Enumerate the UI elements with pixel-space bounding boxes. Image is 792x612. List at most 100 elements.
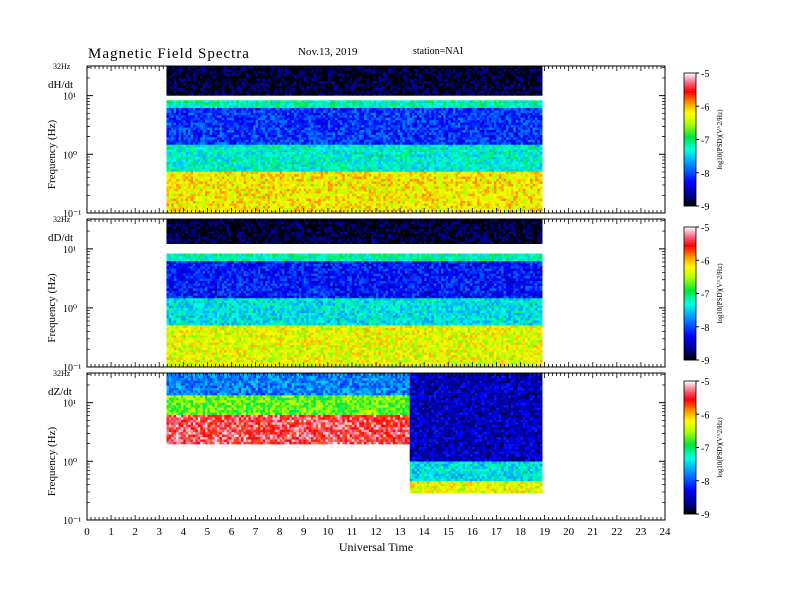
heatmap-cell — [192, 117, 196, 121]
heatmap-cell — [229, 168, 232, 172]
heatmap-cell — [224, 183, 227, 187]
heatmap-cell — [192, 200, 196, 204]
heatmap-cell — [267, 166, 271, 170]
heatmap-cell — [229, 105, 232, 108]
heatmap-cell — [262, 107, 266, 111]
heatmap-cell — [248, 164, 252, 167]
heatmap-cell — [197, 200, 201, 204]
heatmap-cell — [313, 122, 317, 126]
heatmap-cell — [289, 100, 293, 104]
heatmap-cell — [214, 195, 218, 199]
heatmap-cell — [209, 102, 213, 106]
heatmap-cell — [368, 183, 372, 187]
heatmap-cell — [291, 178, 295, 182]
heatmap-cell — [243, 139, 247, 143]
heatmap-cell — [233, 176, 237, 179]
heatmap-cell — [207, 137, 211, 140]
heatmap-cell — [188, 151, 191, 155]
heatmap-cell — [279, 124, 283, 128]
heatmap-cell — [212, 119, 215, 123]
heatmap-cell — [185, 161, 189, 165]
heatmap-cell — [176, 159, 179, 162]
heatmap-cell — [344, 83, 348, 86]
heatmap-cell — [337, 146, 341, 150]
heatmap-cell — [373, 203, 377, 206]
heatmap-cell — [282, 80, 285, 84]
heatmap-cell — [183, 68, 187, 72]
heatmap-cell — [219, 70, 223, 74]
heatmap-cell — [335, 112, 338, 116]
heatmap-cell — [231, 137, 235, 140]
heatmap-cell — [221, 90, 225, 94]
heatmap-cell — [226, 75, 230, 79]
heatmap-cell — [178, 66, 182, 69]
heatmap-cell — [190, 100, 194, 104]
heatmap-cell — [344, 210, 348, 214]
heatmap-cell — [257, 124, 261, 128]
heatmap-cell — [188, 102, 191, 106]
heatmap-cell — [205, 176, 208, 179]
heatmap-cell — [190, 188, 194, 192]
heatmap-cell — [178, 139, 182, 143]
heatmap-cell — [294, 178, 297, 182]
heatmap-cell — [284, 151, 288, 155]
heatmap-cell — [359, 83, 362, 86]
heatmap-cell — [335, 73, 338, 77]
heatmap-cell — [342, 171, 345, 175]
heatmap-cell — [306, 178, 309, 182]
heatmap-cell — [250, 83, 254, 86]
heatmap-cell — [265, 112, 268, 116]
heatmap-cell — [178, 129, 182, 133]
heatmap-cell — [180, 132, 184, 135]
heatmap-cell — [243, 156, 247, 160]
heatmap-cell — [344, 129, 348, 133]
heatmap-cell — [231, 205, 235, 209]
heatmap-cell — [236, 166, 240, 170]
heatmap-cell — [349, 122, 353, 126]
heatmap-cell — [212, 83, 215, 86]
heatmap-cell — [330, 181, 333, 184]
heatmap-cell — [286, 200, 290, 204]
heatmap-cell — [335, 164, 338, 167]
heatmap-cell — [270, 124, 273, 128]
heatmap-cell — [248, 154, 252, 157]
heatmap-cell — [224, 73, 227, 77]
heatmap-cell — [192, 181, 196, 184]
heatmap-cell — [209, 168, 213, 172]
heatmap-cell — [313, 149, 317, 153]
heatmap-cell — [306, 100, 309, 104]
heatmap-cell — [238, 110, 242, 113]
heatmap-cell — [289, 105, 293, 108]
heatmap-cell — [306, 137, 309, 140]
heatmap-cell — [171, 195, 174, 199]
heatmap-cell — [356, 176, 360, 179]
heatmap-cell — [233, 181, 237, 184]
heatmap-cell — [310, 178, 314, 182]
heatmap-cell — [277, 173, 280, 177]
heatmap-cell — [229, 208, 232, 211]
heatmap-cell — [200, 193, 203, 197]
heatmap-cell — [325, 200, 329, 204]
heatmap-cell — [171, 205, 174, 209]
heatmap-cell — [272, 190, 276, 194]
heatmap-cell — [289, 112, 293, 116]
heatmap-cell — [238, 198, 242, 202]
heatmap-cell — [224, 105, 227, 108]
heatmap-cell — [344, 122, 348, 126]
heatmap-cell — [241, 151, 244, 155]
heatmap-cell — [185, 129, 189, 133]
heatmap-cell — [361, 198, 365, 202]
heatmap-cell — [272, 146, 276, 150]
heatmap-cell — [229, 107, 232, 111]
heatmap-cell — [337, 66, 341, 69]
heatmap-cell — [267, 102, 271, 106]
heatmap-cell — [166, 115, 170, 118]
heatmap-cell — [178, 181, 182, 184]
heatmap-cell — [282, 119, 285, 123]
heatmap-cell — [238, 193, 242, 197]
heatmap-cell — [291, 107, 295, 111]
heatmap-cell — [233, 195, 237, 199]
heatmap-cell — [339, 137, 343, 140]
heatmap-cell — [173, 208, 177, 211]
heatmap-cell — [168, 154, 172, 157]
